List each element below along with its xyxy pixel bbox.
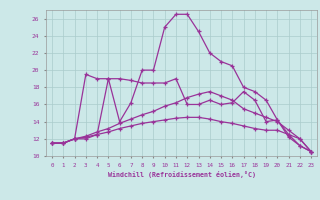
X-axis label: Windchill (Refroidissement éolien,°C): Windchill (Refroidissement éolien,°C) (108, 171, 256, 178)
